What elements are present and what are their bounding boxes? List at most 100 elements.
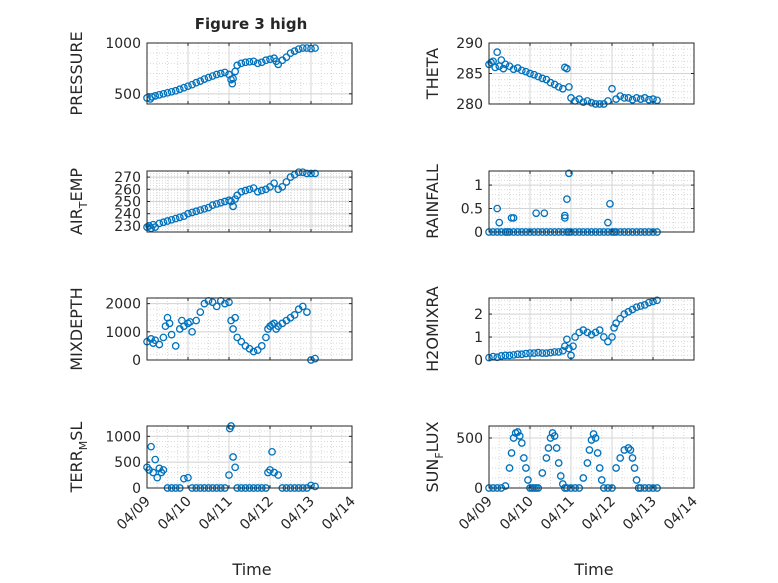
data-point <box>262 56 270 65</box>
x-tick-label: 04/14 <box>661 493 701 533</box>
y-tick-label: 500 <box>114 455 141 471</box>
axes-box <box>488 170 695 233</box>
data-point <box>188 208 196 217</box>
y-tick-label: 1 <box>474 178 483 194</box>
data-point <box>571 333 579 341</box>
y-tick-label: 290 <box>456 36 483 52</box>
data-point <box>196 206 205 214</box>
data-point <box>526 69 534 78</box>
data-point <box>253 59 262 68</box>
data-point <box>632 476 641 484</box>
data-point <box>616 92 625 100</box>
data-point <box>513 428 522 436</box>
data-point <box>257 186 266 195</box>
y-axis-label: H2OMIXRA <box>423 286 442 372</box>
data-point <box>519 454 528 462</box>
data-point <box>253 346 262 354</box>
data-point <box>227 197 235 206</box>
data-point <box>231 313 239 322</box>
data-point <box>237 59 246 68</box>
data-point <box>196 77 205 85</box>
data-point <box>171 214 180 223</box>
data-point <box>509 351 518 359</box>
data-point <box>509 65 518 74</box>
data-point <box>196 308 205 316</box>
data-point <box>278 183 287 191</box>
data-point <box>620 94 629 102</box>
data-point <box>298 302 307 311</box>
tick-marks <box>488 171 695 233</box>
data-point <box>245 57 254 66</box>
data-point <box>534 72 543 81</box>
data-point <box>298 168 307 177</box>
data-point <box>184 209 192 218</box>
data-point <box>636 302 645 310</box>
axes-box <box>488 425 695 489</box>
data-point <box>546 348 555 357</box>
data-point <box>268 447 276 456</box>
y-tick-label: 1000 <box>105 36 141 52</box>
data-point <box>208 298 217 307</box>
data-point <box>286 49 295 58</box>
y-tick-label: 500 <box>456 431 483 447</box>
y-axis-label: RAINFALL <box>423 164 442 239</box>
data-point <box>208 201 217 210</box>
y-tick-label: 0 <box>132 353 141 369</box>
data-point <box>229 74 237 83</box>
data-point <box>192 316 201 325</box>
x-tick-label: 04/09 <box>456 494 496 534</box>
subplot-top-right: 280 285 290 THETA <box>423 36 695 113</box>
data-point <box>550 348 559 356</box>
y-tick-label: 280 <box>456 97 483 113</box>
x-axis-label-left: Time <box>231 560 271 579</box>
data-point <box>554 459 563 467</box>
data-point <box>311 354 319 363</box>
data-point <box>599 333 608 341</box>
y-tick-label: 270 <box>114 170 141 186</box>
data-point <box>171 86 180 95</box>
data-point <box>612 464 620 472</box>
data-point <box>608 333 616 341</box>
x-tick-label: 04/11 <box>196 494 236 534</box>
data-point <box>151 92 160 100</box>
minor-grid <box>489 298 694 361</box>
data-point <box>171 342 180 350</box>
series-markers <box>485 296 661 362</box>
data-point <box>524 476 532 484</box>
data-point <box>589 430 598 438</box>
data-point <box>493 204 502 213</box>
data-point <box>534 348 543 357</box>
data-point <box>583 328 592 337</box>
x-tick-label: 04/12 <box>237 494 277 534</box>
data-point <box>151 455 160 464</box>
data-point <box>552 444 561 452</box>
data-point <box>612 319 620 328</box>
data-point <box>604 337 612 346</box>
data-point <box>229 325 237 333</box>
y-axis-label: TERRMSL <box>67 422 90 494</box>
y-tick-label: 0 <box>474 225 483 241</box>
y-tick-label: 2 <box>474 307 483 323</box>
data-point <box>628 454 637 462</box>
y-tick-label: 0 <box>474 481 483 497</box>
x-tick-label: 04/09 <box>114 494 154 534</box>
data-point <box>257 58 266 67</box>
y-tick-label: 0 <box>132 481 141 497</box>
data-point <box>188 80 196 89</box>
data-point <box>233 61 242 70</box>
data-point <box>307 481 315 490</box>
data-point <box>262 185 270 194</box>
tick-marks <box>488 42 695 105</box>
data-point <box>237 337 246 346</box>
tick-marks <box>488 298 695 361</box>
data-point <box>565 83 573 91</box>
y-axis-label: THETA <box>423 48 442 100</box>
data-point <box>495 218 504 227</box>
data-point <box>624 444 633 452</box>
data-point <box>493 48 502 57</box>
data-point <box>151 336 160 345</box>
x-axis-label-right: Time <box>573 560 613 579</box>
data-point <box>515 432 524 440</box>
data-point <box>542 349 551 357</box>
data-point <box>241 58 250 67</box>
